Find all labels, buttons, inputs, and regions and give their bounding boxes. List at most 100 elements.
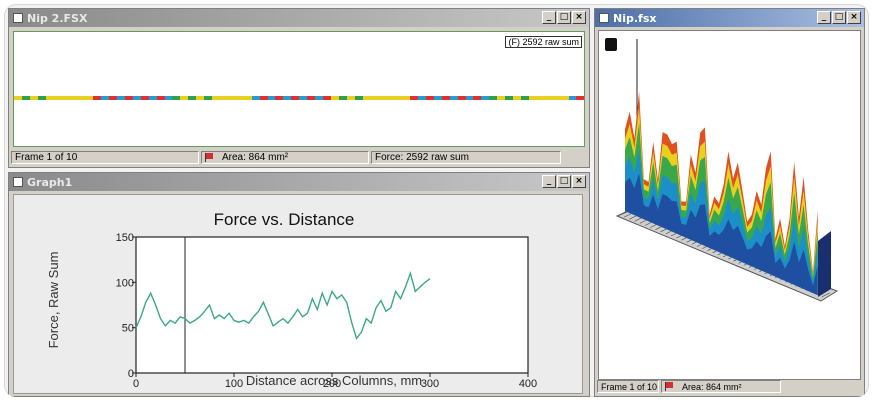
strip-segment — [481, 96, 490, 100]
minimize-button[interactable]: _ — [817, 11, 831, 24]
strip-segment — [346, 96, 355, 100]
strip-segment — [536, 96, 545, 100]
window-icon — [13, 13, 23, 23]
strip-segment — [362, 96, 371, 100]
strip-segment — [37, 96, 46, 100]
strip-segment — [449, 96, 458, 100]
strip-segment — [283, 96, 292, 100]
strip-segment — [243, 96, 252, 100]
surface-band — [625, 173, 818, 296]
area-status: Area: 864 mm² — [201, 151, 369, 164]
top-window-titlebar[interactable]: Nip 2.FSX — [9, 9, 589, 27]
pressure-3d-plot — [615, 39, 839, 302]
strip-segment — [394, 96, 403, 100]
y-axis-label: Force, Raw Sum — [46, 252, 61, 349]
strip-segment — [188, 96, 197, 100]
strip-segment — [544, 96, 553, 100]
strip-segment — [275, 96, 284, 100]
strip-segment — [291, 96, 300, 100]
force-distance-chart[interactable]: Force vs. Distance Distance across Colum… — [14, 195, 582, 393]
strip-segment — [576, 96, 585, 100]
strip-segment — [322, 96, 331, 100]
area-status-text: Area: 864 mm² — [682, 381, 742, 392]
strip-segment — [164, 96, 173, 100]
x-tick-label: 100 — [225, 378, 243, 390]
strip-segment — [172, 96, 181, 100]
strip-segment — [61, 96, 70, 100]
strip-segment — [489, 96, 498, 100]
strip-segment — [465, 96, 474, 100]
strip-segment — [21, 96, 30, 100]
right-status-bar: Frame 1 of 10 Area: 864 mm² — [597, 379, 862, 394]
chart-title: Force vs. Distance — [214, 210, 355, 229]
right-window-titlebar[interactable]: Nip.fsx — [595, 9, 864, 27]
strip-segment — [124, 96, 133, 100]
close-button[interactable]: × — [847, 11, 861, 24]
x-axis-label: Distance across Columns, mm — [246, 373, 422, 388]
strip-segment — [53, 96, 62, 100]
strip-segment — [140, 96, 149, 100]
flag-icon — [665, 382, 679, 391]
right-window-controls: _ □ × — [817, 11, 861, 24]
strip-segment — [132, 96, 141, 100]
strip-segment — [85, 96, 94, 100]
strip-segment — [45, 96, 54, 100]
strip-segment — [227, 96, 236, 100]
strip-segment — [299, 96, 308, 100]
graph-window-titlebar[interactable]: Graph1 — [9, 173, 589, 191]
maximize-button[interactable]: □ — [832, 11, 846, 24]
x-tick-label: 400 — [519, 378, 537, 390]
y-tick-label: 50 — [122, 323, 134, 335]
grid-hatch — [618, 210, 628, 216]
force-series-line — [135, 270, 431, 341]
pressure-strip-view[interactable]: (F) 2592 raw sum — [13, 31, 585, 147]
strip-segment — [212, 96, 220, 100]
strip-segment — [93, 96, 102, 100]
close-button[interactable]: × — [572, 175, 586, 188]
grid-hatch — [821, 292, 830, 298]
strip-segment — [116, 96, 125, 100]
strip-segment — [457, 96, 466, 100]
strip-segment — [402, 96, 411, 100]
plot-area — [135, 236, 529, 374]
strip-segment — [354, 96, 363, 100]
x-tick-label: 200 — [323, 378, 341, 390]
frame-status: Frame 1 of 10 — [597, 380, 659, 393]
right-window: Nip.fsx _ □ × Frame 1 of 10 Area: 864 mm… — [594, 8, 865, 397]
3d-view[interactable] — [598, 30, 861, 380]
maximize-button[interactable]: □ — [557, 175, 571, 188]
y-tick-label: 0 — [128, 368, 134, 380]
frame-status: Frame 1 of 10 — [11, 151, 199, 164]
strip-segment — [386, 96, 395, 100]
minimize-button[interactable]: _ — [542, 11, 556, 24]
grid-hatch — [624, 212, 633, 218]
strip-segment — [251, 96, 260, 100]
strip-segment — [410, 96, 419, 100]
minimize-button[interactable]: _ — [542, 175, 556, 188]
graph-icon — [13, 177, 23, 187]
strip-segment — [425, 96, 434, 100]
area-status-text: Area: 864 mm² — [222, 152, 289, 163]
strip-segment — [14, 96, 22, 100]
surface-side — [818, 231, 831, 297]
strip-segment — [204, 96, 213, 100]
rotate-icon[interactable] — [605, 38, 617, 51]
strip-segment — [330, 96, 339, 100]
graph-area: Force vs. Distance Distance across Colum… — [13, 194, 583, 394]
strip-segment — [560, 96, 569, 100]
strip-segment — [148, 96, 157, 100]
grid-hatch — [629, 214, 638, 220]
area-status: Area: 864 mm² — [661, 380, 781, 393]
strip-segment — [338, 96, 347, 100]
strip-segment — [109, 96, 117, 100]
top-window-controls: _ □ × — [542, 11, 586, 24]
right-window-title: Nip.fsx — [613, 11, 657, 25]
x-tick-label: 300 — [421, 378, 439, 390]
strip-segment — [315, 96, 323, 100]
maximize-button[interactable]: □ — [557, 11, 571, 24]
graph-window: Graph1 _ □ × Force vs. Distance Distance… — [8, 172, 590, 397]
close-button[interactable]: × — [572, 11, 586, 24]
strip-segment — [552, 96, 561, 100]
strip-segment — [307, 96, 316, 100]
top-window: Nip 2.FSX _ □ × (F) 2592 raw sum Frame 1… — [8, 8, 590, 168]
